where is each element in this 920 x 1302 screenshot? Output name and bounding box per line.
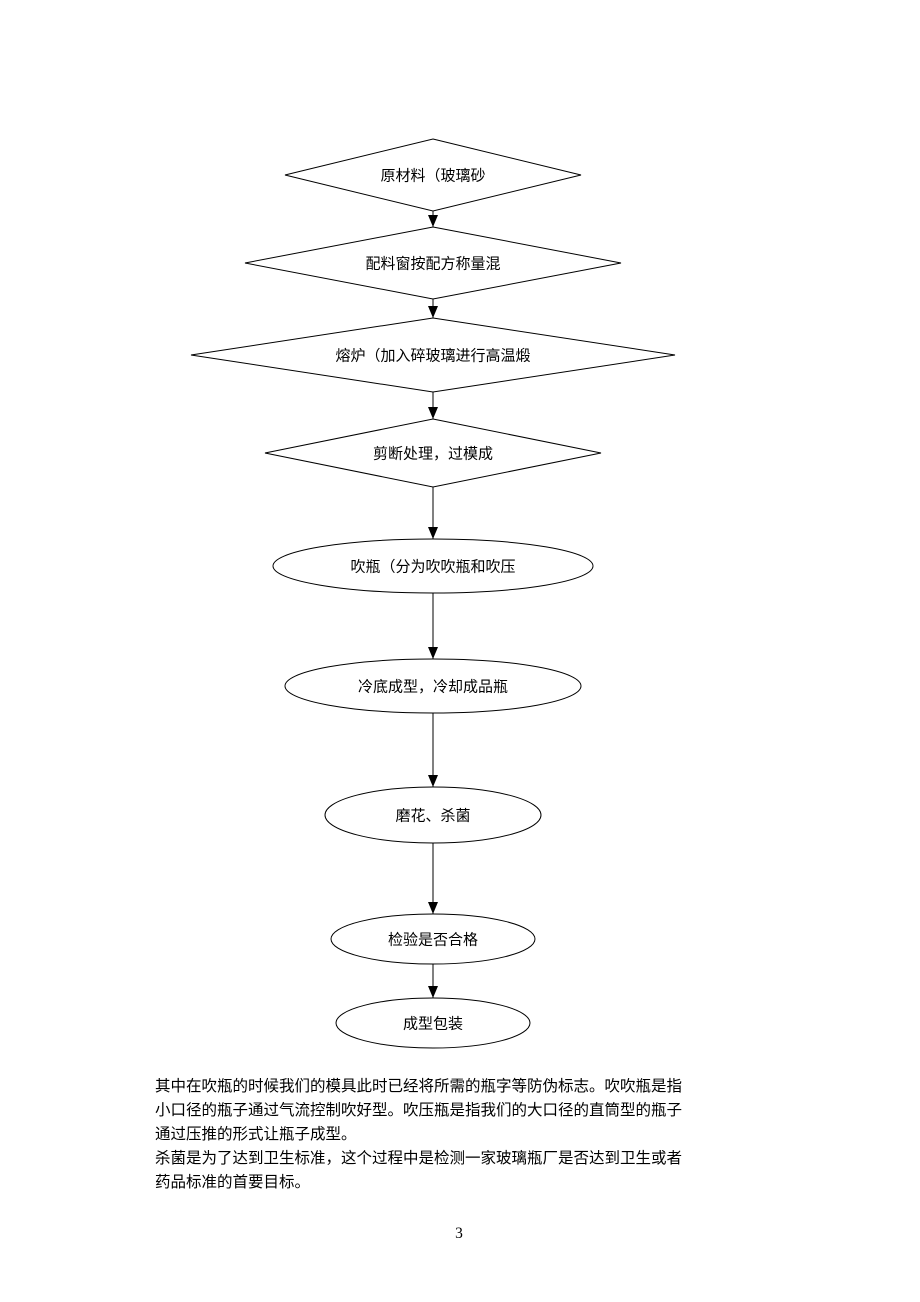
document-page: 原材料（玻璃砂配料窗按配方称量混熔炉（加入碎玻璃进行高温煅剪断处理，过模成吹瓶（… [0, 0, 920, 1302]
flow-node-label: 磨花、杀菌 [395, 805, 470, 826]
flow-node-label: 熔炉（加入碎玻璃进行高温煅 [335, 345, 530, 366]
body-text-line: 杀菌是为了达到卫生标准，这个过程中是检测一家玻璃瓶厂是否达到卫生或者 [155, 1147, 682, 1171]
flow-node-label: 冷底成型，冷却成品瓶 [358, 676, 508, 697]
flow-node-label: 检验是否合格 [388, 929, 478, 950]
body-text-line: 小口径的瓶子通过气流控制吹好型。吹压瓶是指我们的大口径的直筒型的瓶子 [155, 1099, 682, 1123]
process-flowchart [0, 0, 920, 1060]
flow-node-label: 配料窗按配方称量混 [365, 253, 500, 274]
body-text-line: 通过压推的形式让瓶子成型。 [155, 1123, 357, 1147]
flow-node-label: 吹瓶（分为吹吹瓶和吹压 [350, 556, 515, 577]
body-text-line: 其中在吹瓶的时候我们的模具此时已经将所需的瓶字等防伪标志。吹吹瓶是指 [155, 1075, 682, 1099]
flow-node-label: 原材料（玻璃砂 [380, 165, 485, 186]
flow-node-label: 成型包装 [403, 1013, 463, 1034]
page-number: 3 [455, 1225, 463, 1243]
body-text-line: 药品标准的首要目标。 [155, 1171, 310, 1195]
flow-node-label: 剪断处理，过模成 [373, 443, 493, 464]
